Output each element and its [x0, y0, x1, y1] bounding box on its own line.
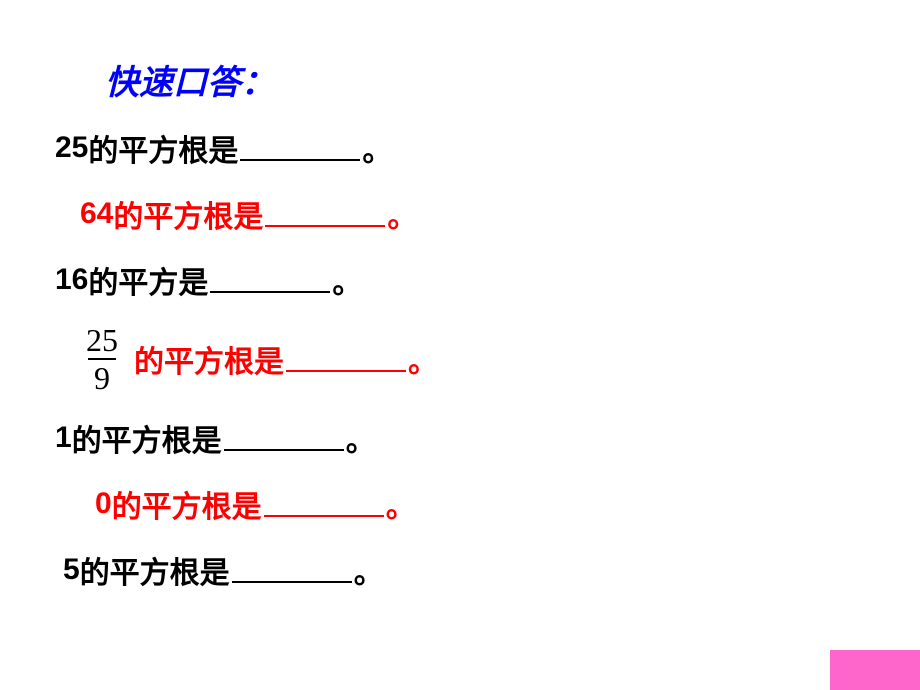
q2-prefix: 64 — [80, 197, 113, 231]
q1-blank — [240, 135, 360, 161]
q4-text: 的平方根是 — [134, 337, 284, 381]
q4-suffix: 。 — [408, 337, 438, 381]
fraction: 25 9 — [80, 324, 124, 394]
q2-blank — [265, 201, 385, 227]
q6-suffix: 。 — [386, 482, 416, 526]
q5-suffix: 。 — [346, 416, 376, 460]
fraction-numerator: 25 — [80, 324, 124, 358]
corner-decoration — [830, 650, 920, 690]
q6-text: 的平方根是 — [112, 482, 262, 526]
q3-text: 的平方是 — [88, 258, 208, 302]
q6-prefix: 0 — [95, 487, 112, 521]
q5-text: 的平方根是 — [72, 416, 222, 460]
q3-blank — [210, 267, 330, 293]
q3-prefix: 16 — [55, 263, 88, 297]
q3-suffix: 。 — [332, 258, 362, 302]
q1-suffix: 。 — [362, 126, 392, 170]
q7-text: 的平方根是 — [80, 548, 230, 592]
q1-text: 的平方根是 — [88, 126, 238, 170]
q2-suffix: 。 — [387, 192, 417, 236]
fraction-denominator: 9 — [88, 358, 116, 394]
question-3: 16的平方是 。 — [55, 258, 920, 302]
slide-content: 快速口答： 25的平方根是。 64的平方根是。 16的平方是。 25 9 的平方… — [0, 0, 920, 592]
question-2: 64的平方根是 。 — [80, 192, 920, 236]
question-5: 1的平方根是 。 — [55, 416, 920, 460]
q2-text: 的平方根是 — [113, 192, 263, 236]
q6-blank — [264, 491, 384, 517]
title: 快速口答： — [105, 55, 920, 104]
question-6: 0的平方根是 。 — [95, 482, 920, 526]
q5-prefix: 1 — [55, 421, 72, 455]
q4-blank — [286, 346, 406, 372]
question-1: 25的平方根是 。 — [55, 126, 920, 170]
q7-prefix: 5 — [63, 553, 80, 587]
question-7: 5的平方根是 。 — [63, 548, 920, 592]
question-4: 25 9 的平方根是 。 — [80, 324, 920, 394]
q5-blank — [224, 425, 344, 451]
q1-prefix: 25 — [55, 131, 88, 165]
q7-blank — [232, 557, 352, 583]
q7-suffix: 。 — [354, 548, 384, 592]
